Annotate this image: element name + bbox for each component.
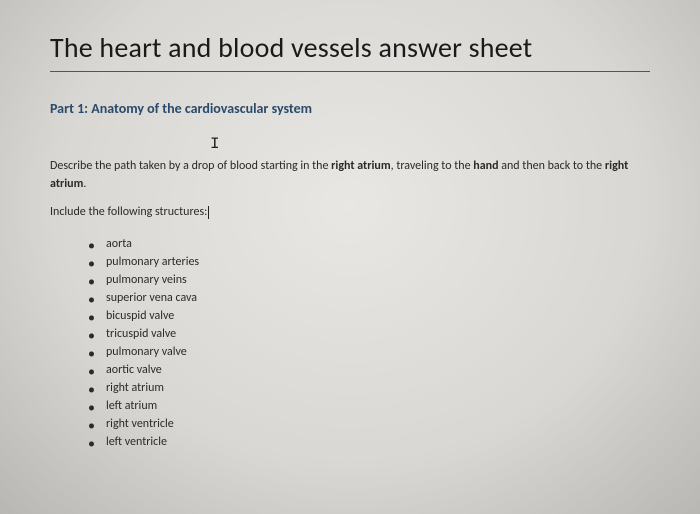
list-item: pulmonary valve — [106, 343, 650, 361]
prompt-text-mid: , traveling to the — [391, 159, 474, 173]
prompt-bold-1: right atrium — [331, 159, 391, 173]
structure-list: aortapulmonary arteriespulmonary veinssu… — [50, 235, 650, 451]
list-item: superior vena cava — [106, 289, 650, 307]
prompt-text-mid2: and then back to the — [499, 159, 605, 173]
text-cursor-mark: I — [210, 135, 650, 153]
list-item: aorta — [106, 235, 650, 253]
question-prompt: Describe the path taken by a drop of blo… — [50, 157, 650, 193]
text-caret — [208, 206, 209, 219]
list-item: aortic valve — [106, 361, 650, 379]
list-item: pulmonary arteries — [106, 253, 650, 271]
list-item: right atrium — [106, 379, 650, 397]
include-structures-label: Include the following structures: — [50, 205, 650, 219]
document-title: The heart and blood vessels answer sheet — [50, 30, 650, 72]
list-item: bicuspid valve — [106, 307, 650, 325]
list-item: pulmonary veins — [106, 271, 650, 289]
list-item: right ventricle — [106, 415, 650, 433]
prompt-bold-2: hand — [473, 159, 498, 173]
prompt-text-end: . — [83, 177, 86, 191]
list-item: tricuspid valve — [106, 325, 650, 343]
section-heading: Part 1: Anatomy of the cardiovascular sy… — [50, 100, 650, 117]
include-label-text: Include the following structures: — [50, 205, 207, 219]
list-item: left atrium — [106, 397, 650, 415]
list-item: left ventricle — [106, 433, 650, 451]
prompt-text-pre: Describe the path taken by a drop of blo… — [50, 159, 331, 173]
